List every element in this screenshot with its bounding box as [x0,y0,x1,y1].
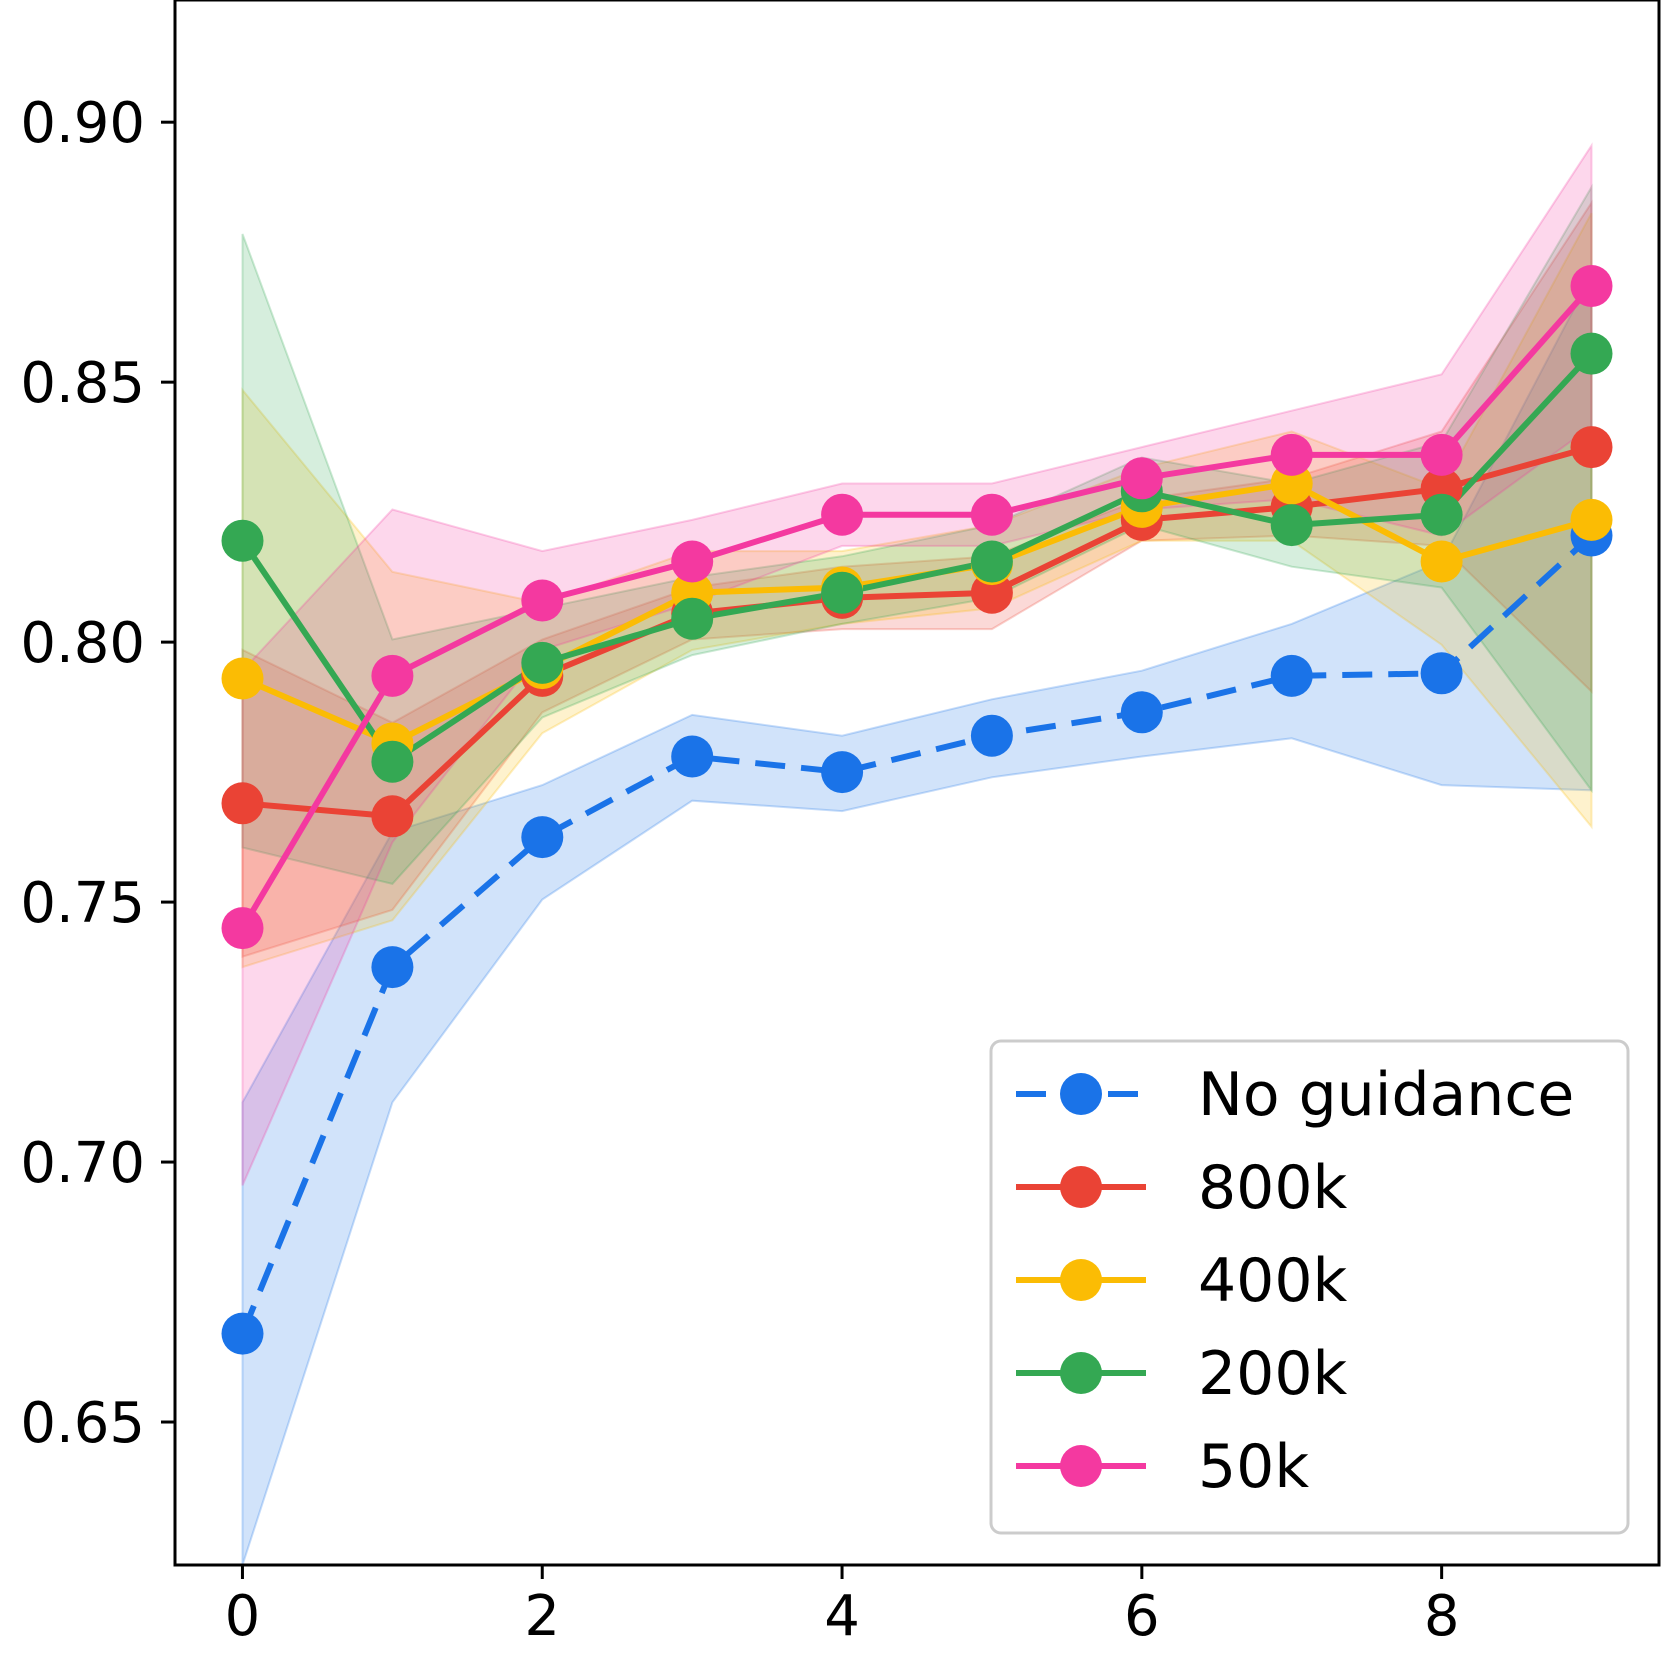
legend-box [989,1039,1630,1535]
marker-series-2-point-8 [1420,540,1463,583]
x-tick-label: 2 [524,1584,560,1649]
x-tick-label: 4 [824,1584,860,1649]
legend-marker-0 [1060,1073,1102,1115]
plot-area-frame [173,0,1661,1567]
legend-label-2: 400k [1198,1246,1348,1316]
legend-label-0: No guidance [1198,1060,1574,1130]
y-tick-label: 0.80 [20,611,145,676]
marker-series-0-point-4 [821,751,864,794]
x-tick-label: 0 [225,1584,261,1649]
line-series-1 [242,444,1593,820]
marker-series-0-point-6 [1120,691,1163,734]
x-axis: 0 2 4 6 8 [225,1565,1460,1649]
y-tick-label: 0.70 [20,1131,145,1196]
y-axis: 0.65 0.70 0.75 0.80 0.85 0.90 [20,91,175,1456]
x-tick-label: 8 [1424,1584,1460,1649]
legend-label-4: 50k [1198,1432,1309,1502]
marker-series-4-point-9 [1570,265,1613,307]
x-tick-label: 6 [1124,1584,1160,1649]
marker-series-3-point-0 [221,519,264,562]
marker-series-2-point-0 [221,657,264,700]
marker-series-4-point-1 [371,654,414,697]
legend-marker-4 [1060,1445,1102,1487]
legend: No guidance 800k 400k 200k 50k [989,1039,1630,1535]
line-series-4 [239,284,1594,930]
marker-series-3-point-3 [671,597,714,640]
marker-series-4-point-2 [521,579,564,622]
marker-series-1-point-9 [1570,426,1613,469]
line-series-3 [240,351,1594,765]
marker-series-1-point-0 [221,782,264,825]
marker-series-4-point-4 [821,493,864,536]
line-series-0 [239,533,1594,1335]
marker-series-1-point-1 [371,795,414,838]
legend-label-1: 800k [1198,1153,1348,1223]
marker-series-3-point-2 [521,641,564,684]
y-tick-label: 0.85 [20,351,145,416]
marker-series-3-point-4 [821,571,864,614]
marker-series-4-point-7 [1270,433,1313,476]
band-series-0 [241,275,1593,1566]
marker-series-0-point-8 [1420,652,1463,695]
legend-label-3: 200k [1198,1339,1348,1409]
marker-series-2-point-9 [1570,498,1613,541]
y-tick-label: 0.75 [20,871,145,936]
legend-marker-2 [1060,1259,1102,1301]
marker-series-4-point-3 [671,540,714,583]
y-tick-label: 0.65 [20,1391,145,1456]
series-lines [239,284,1594,1335]
marker-series-0-point-3 [671,735,714,778]
marker-series-0-point-0 [221,1312,264,1355]
marker-series-3-point-8 [1420,493,1463,536]
marker-series-4-point-5 [970,493,1013,536]
marker-series-4-point-8 [1420,433,1463,476]
marker-series-3-point-1 [371,740,414,783]
marker-series-0-point-1 [371,946,414,989]
marker-series-0-point-2 [521,816,564,859]
marker-series-3-point-5 [970,540,1013,583]
marker-series-4-point-0 [221,907,264,950]
legend-marker-1 [1060,1166,1102,1208]
marker-series-0-point-7 [1270,654,1313,697]
marker-series-0-point-5 [970,714,1013,757]
marker-series-3-point-9 [1570,332,1613,375]
marker-series-4-point-6 [1120,457,1163,500]
marker-series-3-point-7 [1270,504,1313,547]
series-markers [221,265,1613,1355]
band-series-2 [241,212,1593,969]
y-tick-label: 0.90 [20,91,145,156]
legend-marker-3 [1060,1352,1102,1394]
